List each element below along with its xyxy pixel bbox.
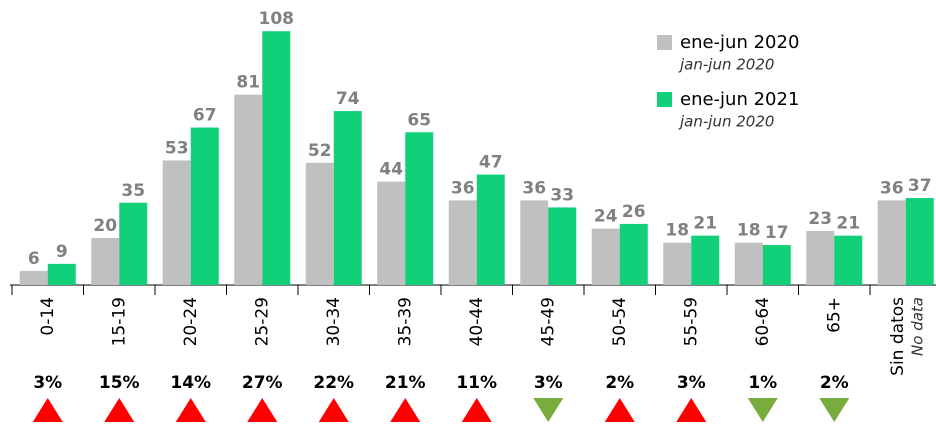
bar: [520, 200, 549, 285]
x-tick-note: No data: [908, 297, 926, 356]
change-label: 3%: [33, 373, 62, 393]
data-label: 35: [121, 181, 145, 201]
data-label: 37: [908, 176, 932, 196]
bar: [91, 238, 120, 285]
data-label: 36: [522, 178, 546, 198]
change-arrow: [104, 398, 135, 422]
x-tick-label: 45-49: [538, 297, 558, 346]
x-tick-label: 50-54: [610, 297, 630, 346]
change-label: 3%: [534, 373, 563, 393]
change-arrow: [32, 398, 63, 422]
bar: [190, 127, 219, 285]
legend-swatch: [657, 92, 672, 107]
change-arrow: [747, 398, 778, 422]
bar: [905, 198, 934, 285]
x-tick-label: 65+: [824, 297, 844, 333]
data-label: 47: [479, 153, 503, 173]
data-label: 6: [28, 249, 40, 269]
legend-swatch: [657, 35, 672, 50]
data-label: 24: [594, 207, 618, 227]
bar: [119, 202, 148, 285]
data-label: 36: [451, 178, 475, 198]
data-label: 53: [165, 138, 189, 158]
change-label: 2%: [605, 373, 634, 393]
bar: [405, 132, 434, 285]
bar: [305, 162, 334, 285]
legend-label: ene-jun 2021: [680, 89, 799, 110]
bar: [19, 270, 48, 285]
data-label: 17: [765, 223, 789, 243]
change-label: 1%: [748, 373, 777, 393]
data-label: 52: [308, 141, 332, 161]
data-label: 65: [407, 110, 431, 130]
bar: [834, 235, 863, 285]
change-label: 11%: [456, 373, 497, 393]
x-tick-label: 25-29: [252, 297, 272, 346]
bar: [691, 235, 720, 285]
legend-sublabel: jan-jun 2020: [678, 113, 774, 131]
bar: [262, 31, 291, 286]
bar: [476, 174, 505, 285]
data-label: 21: [836, 214, 860, 234]
change-arrow: [819, 398, 850, 422]
data-label: 67: [193, 106, 217, 126]
x-tick-label: 15-19: [109, 297, 129, 346]
bar: [877, 200, 906, 285]
bar: [762, 245, 791, 285]
change-arrow: [247, 398, 278, 422]
bar: [162, 160, 191, 285]
x-tick-label: 55-59: [681, 297, 701, 346]
x-tick-label: 40-44: [467, 297, 487, 346]
change-arrow: [461, 398, 492, 422]
change-arrow: [604, 398, 635, 422]
legend-label: ene-jun 2020: [680, 32, 799, 53]
change-label: 14%: [170, 373, 211, 393]
bar: [377, 181, 406, 285]
change-arrow: [318, 398, 349, 422]
bar: [234, 94, 263, 286]
legend-sublabel: jan-jun 2020: [678, 56, 774, 74]
bar: [448, 200, 477, 285]
data-label: 36: [880, 178, 904, 198]
data-label: 18: [737, 221, 761, 241]
bar: [619, 223, 648, 285]
change-label: 15%: [99, 373, 140, 393]
x-tick-label: 30-34: [324, 297, 344, 346]
data-label: 9: [56, 242, 68, 262]
bar: [47, 263, 76, 285]
data-label: 21: [693, 214, 717, 234]
change-label: 22%: [313, 373, 354, 393]
change-label: 2%: [820, 373, 849, 393]
bar: [734, 242, 763, 285]
change-label: 3%: [677, 373, 706, 393]
change-arrow: [175, 398, 206, 422]
bar: [333, 111, 362, 285]
bar: [548, 207, 577, 285]
data-label: 20: [93, 216, 117, 236]
data-label: 23: [808, 209, 832, 229]
change-arrow: [390, 398, 421, 422]
change-arrow: [533, 398, 564, 422]
data-label: 33: [550, 185, 574, 205]
data-label: 74: [336, 89, 360, 109]
data-label: 108: [259, 9, 295, 29]
x-tick-label: 20-24: [181, 297, 201, 346]
bar: [806, 230, 835, 285]
data-label: 26: [622, 202, 646, 222]
x-tick-label: 60-64: [753, 297, 773, 346]
data-label: 44: [379, 160, 403, 180]
bar: [591, 228, 620, 285]
change-label: 27%: [242, 373, 283, 393]
data-label: 18: [665, 221, 689, 241]
data-label: 81: [236, 73, 260, 93]
bar: [663, 242, 692, 285]
change-arrow: [676, 398, 707, 422]
x-tick-label: Sin datos: [888, 297, 908, 376]
x-tick-label: 0-14: [38, 297, 58, 336]
x-tick-label: 35-39: [395, 297, 415, 346]
change-label: 21%: [385, 373, 426, 393]
